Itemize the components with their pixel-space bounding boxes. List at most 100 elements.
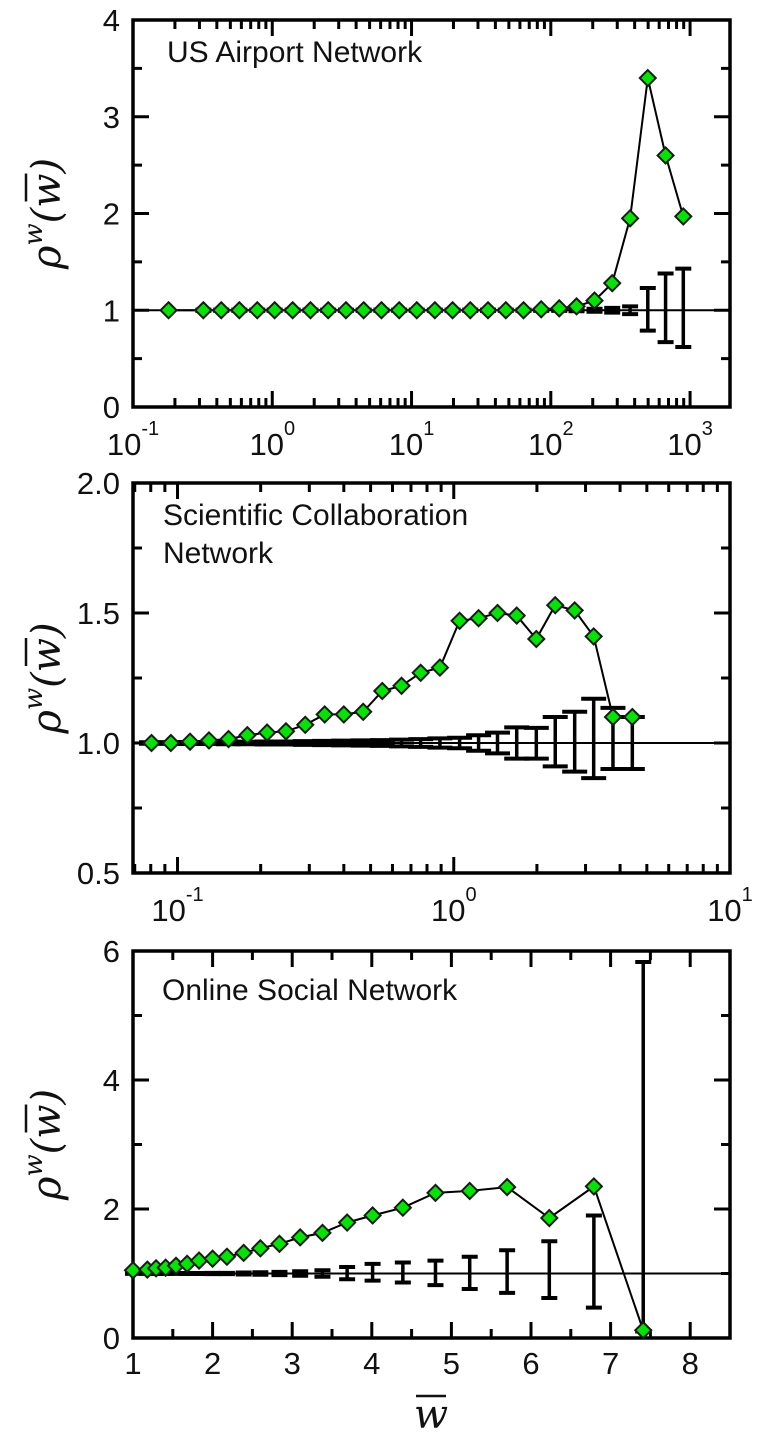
data-point [353, 702, 373, 722]
y-tick-label: 0 [103, 1321, 120, 1356]
error-bar [339, 1265, 356, 1282]
x-tick-label: 3 [284, 1346, 301, 1381]
data-point [633, 1320, 653, 1340]
error-bar [394, 1260, 411, 1285]
x-axis-label-text: w [414, 1392, 448, 1438]
error-bar [562, 709, 588, 774]
error-bar [218, 1270, 235, 1277]
data-point [203, 1249, 223, 1269]
error-bar [314, 1268, 331, 1279]
x-tick-label-exponent: 0 [465, 884, 476, 906]
data-point [318, 300, 338, 320]
y-axis-label-base: ρ [24, 245, 70, 270]
data-point [478, 300, 498, 320]
error-bar [635, 959, 652, 1334]
x-tick-label-exponent: 2 [562, 418, 573, 440]
x-tick-label: 10-1 [107, 418, 159, 462]
data-point [161, 733, 181, 753]
data-point [460, 300, 480, 320]
error-bar [622, 304, 639, 317]
data-point [229, 300, 249, 320]
data-point [257, 723, 277, 743]
data-point [159, 300, 178, 320]
x-tick-label-base: 10 [151, 893, 185, 928]
data-point [234, 1243, 254, 1263]
data-point [270, 1234, 289, 1254]
data-point [363, 1206, 383, 1225]
data-point [443, 300, 462, 320]
data-point [673, 206, 693, 226]
data-point [334, 704, 354, 724]
y-tick-label: 4 [103, 3, 120, 38]
error-bar [499, 1248, 516, 1295]
data-point [247, 300, 267, 320]
error-bar [292, 1269, 309, 1278]
data-point [622, 707, 642, 727]
data-point [585, 291, 604, 310]
error-bar [657, 271, 674, 345]
data-point [526, 629, 546, 649]
y-tick-label: 1.5 [77, 596, 120, 631]
data-point [425, 300, 445, 320]
data-point [283, 300, 303, 320]
x-tick-label: 4 [363, 1346, 380, 1381]
error-bar [585, 1213, 602, 1310]
error-bar [364, 1261, 381, 1283]
plot-frame [131, 481, 732, 875]
data-point [565, 600, 585, 620]
data-point [545, 595, 565, 615]
panel-3: 1 2 3 4 5 6 7 8 0 2 4 6 Online Social Network ρw(w) [19, 934, 732, 1381]
error-bar [541, 1239, 558, 1301]
y-axis-label-base: ρ [24, 1176, 70, 1201]
data-point [620, 208, 640, 228]
error-bar [604, 305, 621, 315]
error-bar [252, 1270, 269, 1277]
data-point [354, 300, 374, 320]
y-axis-label-text: ρw(w) [19, 1089, 70, 1201]
plot-frame [131, 949, 732, 1340]
data-point [313, 1223, 332, 1243]
error-bar [542, 715, 568, 769]
data-point [602, 273, 622, 293]
x-tick-label-exponent: 1 [423, 418, 434, 440]
data-point [290, 1227, 310, 1247]
x-tick-label: 6 [522, 1346, 539, 1381]
x-tick-label: 10-1 [151, 884, 203, 928]
data-point [584, 1177, 604, 1196]
error-bar [523, 725, 549, 761]
y-axis-label-sup: w [19, 1154, 49, 1176]
data-point [219, 729, 238, 749]
x-tick-label: 101 [707, 884, 753, 928]
data-point [295, 715, 315, 735]
x-tick-label-exponent: 3 [702, 418, 713, 440]
data-point [488, 603, 507, 623]
data-point [265, 300, 285, 320]
data-point [460, 1181, 480, 1201]
y-axis-label-arg: (w) [24, 1089, 70, 1154]
data-point [496, 300, 516, 320]
y-tick-label: 2.0 [77, 466, 120, 501]
data-point [567, 296, 586, 316]
x-tick-label: 102 [528, 418, 574, 462]
y-axis-label: ρw(w) [19, 622, 70, 734]
data-point [315, 704, 335, 724]
data-point [531, 299, 551, 319]
data-point [411, 663, 431, 683]
panel-title: Scientific Collaboration [163, 499, 468, 532]
y-tick-label: 2 [103, 197, 120, 232]
x-tick-label: 8 [682, 1346, 699, 1381]
y-tick-label: 1 [103, 293, 120, 328]
error-bar [581, 696, 607, 781]
y-axis-label-base: ρ [24, 710, 70, 735]
y-tick-label: 0.5 [77, 856, 120, 891]
x-tick-label-exponent: -1 [141, 418, 159, 440]
data-point [514, 300, 533, 320]
x-tick-label: 101 [389, 418, 435, 462]
data-point [250, 1238, 270, 1258]
data-point [237, 725, 257, 745]
x-tick-label-exponent: -1 [186, 884, 204, 906]
panel-title: Network [163, 537, 274, 570]
data-point [603, 707, 623, 727]
